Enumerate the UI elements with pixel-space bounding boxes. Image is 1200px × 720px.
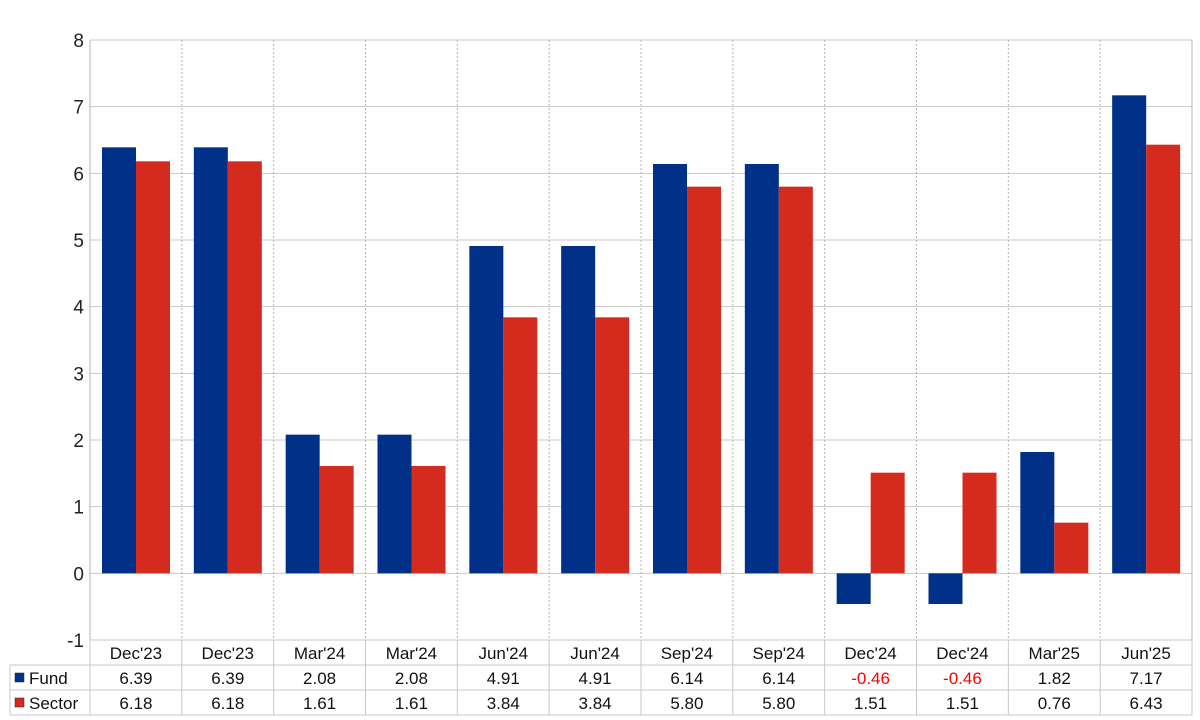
data-label-fund: 6.14 (670, 669, 703, 688)
legend-label-sector: Sector (29, 694, 78, 713)
bar-sector (136, 161, 170, 574)
bar-fund (377, 434, 412, 574)
bar-sector (870, 472, 905, 574)
bar-fund (193, 147, 228, 574)
data-label-sector: 1.61 (303, 694, 336, 713)
x-tick-label: Dec'24 (844, 644, 896, 663)
data-label-fund: 7.17 (1130, 669, 1163, 688)
data-label-sector: 5.80 (762, 694, 795, 713)
bar-fund (469, 246, 504, 574)
legend-label-fund: Fund (29, 669, 68, 688)
data-label-fund: 2.08 (303, 669, 336, 688)
data-label-fund: 4.91 (579, 669, 612, 688)
data-label-fund: -0.46 (943, 669, 982, 688)
data-label-fund: 6.14 (762, 669, 795, 688)
bar-sector (962, 472, 997, 574)
data-label-sector: 6.18 (211, 694, 244, 713)
data-label-fund: 2.08 (395, 669, 428, 688)
y-tick-label: -1 (67, 631, 84, 652)
bar-fund (653, 164, 687, 574)
data-label-sector: 1.51 (946, 694, 979, 713)
data-table: Dec'23 Dec'23 Mar'24 Mar'24 Jun'24 Jun'24 Sep'… (9, 639, 1193, 716)
bar-sector (1054, 522, 1089, 574)
data-label-sector: 1.51 (854, 694, 887, 713)
y-tick-label: 8 (73, 31, 84, 52)
bar-fund (836, 573, 871, 604)
data-label-sector: 3.84 (579, 694, 612, 713)
data-label-fund: -0.46 (851, 669, 890, 688)
bar-sector (319, 466, 354, 574)
bar-fund (1112, 95, 1147, 574)
bar-sector (1146, 144, 1181, 574)
data-label-sector: 6.43 (1130, 694, 1163, 713)
data-label-fund: 4.91 (487, 669, 520, 688)
x-tick-label: Jun'24 (570, 644, 620, 663)
x-tick-label: Dec'24 (936, 644, 988, 663)
gridlines (89, 39, 1193, 641)
bar-fund (928, 573, 963, 604)
x-tick-label: Dec'23 (110, 644, 162, 663)
data-label-sector: 3.84 (487, 694, 520, 713)
data-label-fund: 1.82 (1038, 669, 1071, 688)
y-axis: 8 7 6 5 4 3 2 1 0 -1 (67, 31, 84, 652)
legend-swatch-sector (14, 697, 25, 708)
x-tick-label: Jun'24 (478, 644, 528, 663)
bar-sector (595, 317, 630, 574)
bar-sector (778, 186, 813, 574)
y-tick-label: 2 (73, 431, 84, 452)
x-tick-label: Sep'24 (753, 644, 805, 663)
data-label-sector: 5.80 (670, 694, 703, 713)
bar-fund (744, 164, 779, 574)
y-tick-label: 0 (73, 564, 84, 585)
bar-sector (687, 186, 721, 574)
x-tick-label: Mar'24 (294, 644, 345, 663)
x-tick-label: Mar'24 (386, 644, 437, 663)
y-tick-label: 7 (73, 98, 84, 119)
bar-fund (285, 434, 320, 574)
bar-sector (411, 466, 446, 574)
bars (102, 95, 1181, 604)
data-label-fund: 6.39 (119, 669, 152, 688)
bar-fund (102, 147, 136, 574)
bar-fund (561, 246, 596, 574)
data-label-sector: 0.76 (1038, 694, 1071, 713)
y-tick-label: 1 (73, 498, 84, 519)
y-tick-label: 3 (73, 364, 84, 385)
y-tick-label: 4 (73, 298, 84, 319)
data-label-sector: 6.18 (119, 694, 152, 713)
bar-sector (227, 161, 262, 574)
data-label-sector: 1.61 (395, 694, 428, 713)
x-tick-label: Mar'25 (1029, 644, 1080, 663)
y-tick-label: 6 (73, 164, 84, 185)
x-tick-label: Sep'24 (661, 644, 713, 663)
legend-swatch-fund (14, 672, 25, 683)
bar-fund (1020, 452, 1055, 574)
x-tick-label: Jun'25 (1121, 644, 1171, 663)
data-label-fund: 6.39 (211, 669, 244, 688)
bar-sector (503, 317, 538, 574)
x-tick-label: Dec'23 (202, 644, 254, 663)
y-tick-label: 5 (73, 231, 84, 252)
